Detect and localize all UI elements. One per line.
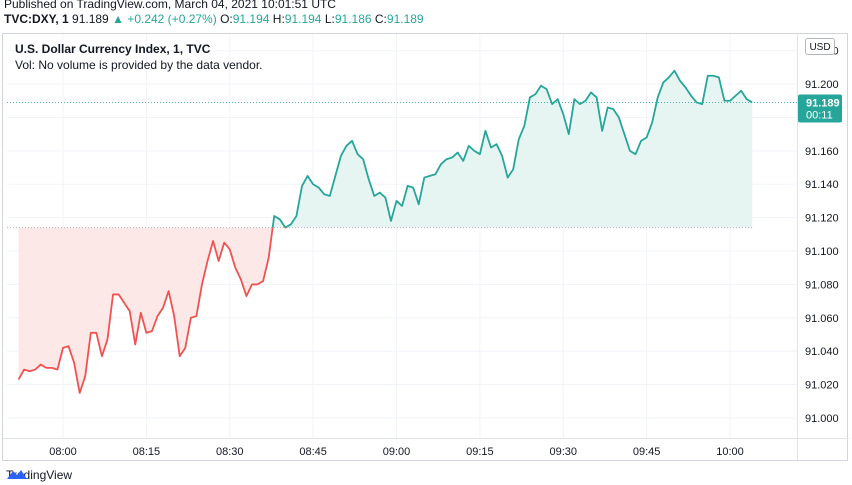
- triangle-up-icon: ▲: [112, 12, 124, 26]
- high-label: H:: [272, 12, 285, 26]
- chart-panel[interactable]: 91.000 91.020 91.040 91.060 91.080 91.100 91.1…: [2, 33, 849, 462]
- series-line-up: [271, 69, 753, 228]
- published-line: Published on TradingView.com, March 04, …: [4, 0, 336, 11]
- y-tick-label-5: 91.100: [805, 246, 839, 258]
- x-tick-label-6: 09:30: [549, 446, 577, 458]
- price-tag-value: 91.189: [806, 97, 840, 109]
- symbol-label: TVC:DXY, 1: [4, 12, 69, 26]
- y-tick-label-4: 91.080: [805, 279, 839, 291]
- high-value: 91.194: [284, 12, 322, 26]
- x-tick-label-3: 08:45: [299, 446, 327, 458]
- x-tick-label-5: 09:15: [466, 446, 494, 458]
- x-tick-label-1: 08:15: [133, 446, 161, 458]
- x-tick-label-7: 09:45: [633, 446, 661, 458]
- y-tick-label-2: 91.040: [805, 346, 839, 358]
- area-fill-below-baseline: [18, 227, 753, 393]
- x-tick-label-0: 08:00: [49, 446, 77, 458]
- x-tick-label-2: 08:30: [216, 446, 244, 458]
- x-tick-label-8: 10:00: [716, 446, 744, 458]
- close-value: 91.189: [386, 12, 424, 26]
- quote-line: TVC:DXY, 1 91.189 ▲ +0.242 (+0.27%) O:91…: [4, 12, 424, 26]
- y-tick-label-10: 91.200: [805, 79, 839, 91]
- low-label: L:: [324, 12, 335, 26]
- chart-title: U.S. Dollar Currency Index, 1, TVC: [15, 42, 211, 56]
- last-price: 91.189: [72, 12, 109, 26]
- y-tick-label-1: 91.020: [805, 380, 839, 392]
- x-tick-label-4: 09:00: [383, 446, 411, 458]
- footer-brand[interactable]: TradingView: [6, 468, 72, 482]
- y-tick-label-6: 91.120: [805, 213, 839, 225]
- y-tick-label-0: 91.000: [805, 413, 839, 425]
- low-value: 91.186: [334, 12, 372, 26]
- volume-note: Vol: No volume is provided by the data v…: [15, 58, 263, 72]
- y-tick-label-8: 91.160: [805, 146, 839, 158]
- series-line-down: [17, 227, 288, 394]
- open-value: 91.194: [232, 12, 270, 26]
- tradingview-logo-icon: [7, 470, 27, 479]
- price-tag-countdown: 00:11: [806, 109, 833, 121]
- open-label: O:: [220, 12, 233, 26]
- y-tick-label-7: 91.140: [805, 179, 839, 191]
- y-tick-label-3: 91.060: [805, 313, 839, 325]
- currency-button[interactable]: USD: [805, 38, 835, 55]
- area-fill-above-baseline: [272, 70, 753, 228]
- price-change: +0.242 (+0.27%): [127, 12, 217, 26]
- close-label: C:: [374, 12, 387, 26]
- price-tag-box: [798, 94, 842, 123]
- price-chart[interactable]: 91.000 91.020 91.040 91.060 91.080 91.100 91.1…: [3, 34, 849, 462]
